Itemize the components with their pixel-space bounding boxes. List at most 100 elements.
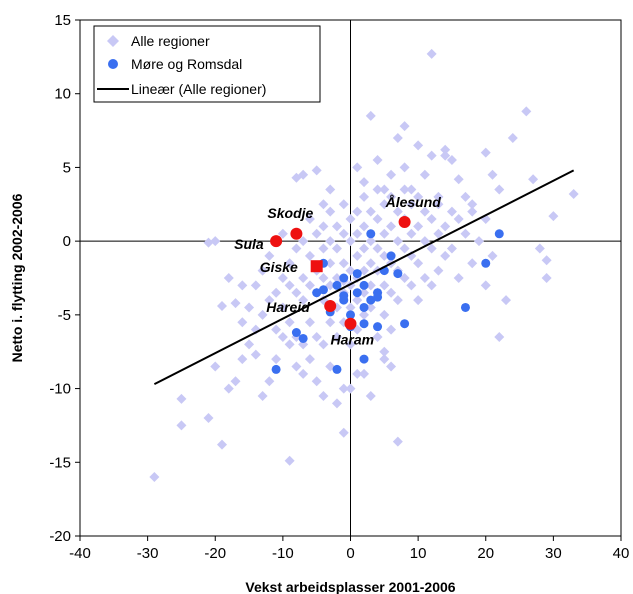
- point-alle-regioner: [352, 162, 363, 173]
- point-alle-regioner: [298, 273, 309, 283]
- point-alle-regioner: [372, 184, 383, 195]
- point-alle-regioner: [365, 302, 376, 313]
- point-alle-regioner: [331, 398, 342, 409]
- point-more-og-romsdal: [352, 288, 362, 298]
- point-alle-regioner: [453, 174, 464, 185]
- point-alle-regioner: [365, 206, 376, 217]
- point-alle-regioner: [176, 393, 187, 404]
- legend-box: [93, 25, 321, 103]
- point-alle-regioner: [176, 420, 187, 431]
- point-alle-regioner: [359, 191, 370, 202]
- point-more-og-romsdal: [312, 288, 322, 298]
- point-alle-regioner: [325, 236, 336, 247]
- point-alle-regioner: [244, 302, 255, 313]
- point-alle-regioner: [338, 258, 349, 269]
- y-tick-label: 15: [54, 12, 71, 29]
- point-alle-regioner: [507, 132, 518, 143]
- point-alle-regioner: [250, 324, 261, 335]
- point-alle-regioner: [149, 472, 160, 483]
- point-alle-regioner: [521, 106, 532, 117]
- point-alle-regioner: [325, 258, 336, 269]
- point-more-og-romsdal: [359, 354, 369, 364]
- x-tick-label: -20: [204, 545, 226, 562]
- point-more-og-romsdal: [359, 302, 369, 312]
- point-alle-regioner: [359, 177, 370, 188]
- point-more-og-romsdal: [366, 295, 376, 305]
- point-alle-regioner: [298, 295, 309, 306]
- point-alle-regioner: [311, 165, 322, 176]
- point-alle-regioner: [386, 221, 397, 232]
- point-alle-regioner: [291, 287, 302, 298]
- point-alle-regioner: [304, 354, 315, 365]
- point-alle-regioner: [386, 361, 397, 372]
- point-more-og-romsdal: [346, 310, 355, 320]
- point-alle-regioner: [257, 265, 268, 276]
- point-more-og-romsdal: [339, 273, 349, 283]
- point-alle-regioner: [365, 390, 376, 401]
- point-alle-regioner: [392, 295, 403, 306]
- point-alle-regioner: [277, 273, 288, 283]
- point-alle-regioner: [359, 287, 370, 298]
- point-alle-regioner: [298, 169, 309, 180]
- point-alle-regioner: [311, 228, 322, 239]
- point-alle-regioner: [304, 280, 315, 291]
- point-alle-regioner: [392, 236, 403, 247]
- point-alle-regioner: [379, 309, 390, 320]
- point-more-og-romsdal: [359, 319, 369, 329]
- point-alle-regioner: [271, 354, 282, 365]
- point-alle-regioner: [399, 243, 410, 254]
- point-more-og-romsdal: [339, 295, 349, 305]
- point-alle-regioner: [352, 206, 363, 217]
- point-more-og-romsdal: [366, 229, 376, 239]
- point-alle-regioner: [365, 280, 376, 291]
- point-alle-regioner: [372, 331, 383, 342]
- point-alle-regioner: [534, 243, 545, 254]
- legend-label-more-og-romsdal: Møre og Romsdal: [131, 56, 242, 72]
- x-tick-label: 10: [410, 545, 427, 562]
- point-more-og-romsdal: [400, 319, 410, 329]
- point-alle-regioner: [487, 169, 498, 180]
- point-alle-regioner: [264, 295, 275, 306]
- legend-label-alle-regioner: Alle regioner: [131, 33, 210, 49]
- point-alle-regioner: [413, 295, 424, 306]
- point-alle-regioner: [426, 150, 437, 161]
- point-more-og-romsdal: [359, 280, 369, 290]
- x-tick-label: -40: [69, 545, 91, 562]
- y-tick-label: -10: [49, 381, 71, 398]
- point-alle-regioner: [399, 121, 410, 132]
- x-tick-label: 30: [545, 545, 562, 562]
- annotation-label: Haram: [331, 332, 375, 348]
- point-alle-regioner: [257, 390, 268, 401]
- point-alle-regioner: [467, 258, 478, 269]
- point-alle-regioner: [419, 169, 430, 180]
- trendline-layer: [153, 169, 575, 386]
- point-more-og-romsdal: [393, 269, 403, 279]
- x-tick-label: 40: [613, 545, 630, 562]
- point-alle-regioner: [250, 349, 261, 360]
- point-alle-regioner: [426, 214, 437, 225]
- point-alle-regioner: [352, 228, 363, 239]
- point-alle-regioner: [318, 273, 329, 283]
- point-alle-regioner: [277, 228, 288, 239]
- point-alle-regioner: [331, 221, 342, 232]
- point-alle-regioner: [413, 191, 424, 202]
- point-giske: [310, 260, 323, 273]
- point-alle-regioner: [487, 250, 498, 261]
- point-more-og-romsdal: [373, 322, 383, 332]
- tick-labels-layer: -40 -30 -20 -10 0 10 20 30 40 -20 -15 -10 -5 0 5 10 15: [49, 12, 629, 562]
- point-alle-regioner: [446, 155, 457, 166]
- point-more-og-romsdal: [291, 328, 301, 338]
- point-alle-regioner: [331, 331, 342, 342]
- annotation-label: Hareid: [266, 299, 310, 315]
- point-alle-regioner: [379, 354, 390, 365]
- y-axis-title: Netto i. flytting 2002-2006: [9, 193, 25, 362]
- y-tick-label: -20: [49, 528, 71, 545]
- point-alle-regioner: [345, 339, 356, 350]
- point-alle-regioner: [230, 376, 241, 387]
- legend: Alle regioner Møre og Romsdal Lineær (Al…: [93, 25, 321, 103]
- point-alle-regioner: [379, 199, 390, 210]
- point-alle-regioner: [359, 368, 370, 379]
- point-alle-regioner: [223, 383, 234, 394]
- point-alle-regioner: [203, 237, 214, 248]
